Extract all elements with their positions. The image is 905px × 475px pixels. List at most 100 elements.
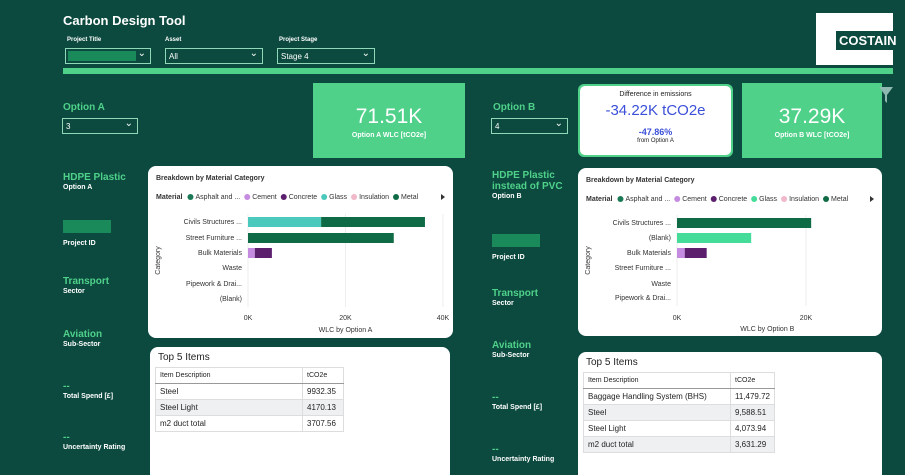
detail-label: Sector <box>492 300 514 307</box>
table-row: Steel Light 4,073.94 <box>583 420 775 437</box>
detail-value: -- <box>492 444 499 455</box>
filter-label: Asset <box>165 37 182 43</box>
kpi-inner: Difference in emissions -34.22K tCO2e -4… <box>580 86 731 155</box>
logo-text: COSTAIN <box>836 31 900 50</box>
kpi-card: Difference in emissions -34.22K tCO2e -4… <box>578 84 733 157</box>
y-tick-label: (Blank) <box>220 296 242 303</box>
table-cell: Steel Light <box>583 420 731 437</box>
legend-title: Material <box>156 194 183 201</box>
detail-label: Option A <box>63 184 93 191</box>
table-row: Baggage Handling System (BHS) 11,479.72 <box>583 388 775 405</box>
legend-label: Glass <box>759 196 777 203</box>
legend-swatch <box>674 196 681 202</box>
column-header: Item Description <box>155 367 303 384</box>
filter-icon[interactable] <box>878 86 894 104</box>
filter-dropdown[interactable] <box>65 46 151 64</box>
column-header: tCO2e <box>302 367 344 384</box>
detail-value: Transport <box>63 276 110 287</box>
table-cell: Steel <box>583 404 731 421</box>
legend-label: Cement <box>682 196 707 203</box>
table-panel: Top 5 Items Item Description tCO2e Steel 993… <box>150 347 450 475</box>
x-tick-label: 20K <box>800 315 813 322</box>
chart-title: Breakdown by Material Category <box>156 175 265 182</box>
legend-label: Asphalt and ... <box>625 196 670 203</box>
table-cell: 3,631.29 <box>730 436 775 453</box>
x-axis-label: WLC by Option A <box>319 327 373 334</box>
kpi-card: 71.51K Option A WLC [tCO2e] <box>313 83 465 158</box>
table-cell: 11,479.72 <box>730 388 775 405</box>
table-cell: Baggage Handling System (BHS) <box>583 388 731 405</box>
legend-swatch <box>244 194 251 200</box>
table: Item Description tCO2e Baggage Handling Sy… <box>583 372 775 453</box>
kpi-value: -34.22K tCO2e <box>605 102 706 119</box>
table-title: Top 5 Items <box>158 352 210 363</box>
legend-label: Insulation <box>359 194 389 201</box>
detail-label: Sub-Sector <box>63 341 101 348</box>
legend-swatch <box>187 194 194 200</box>
legend-swatch <box>280 194 287 200</box>
kpi-note: from Option A <box>637 138 674 144</box>
bar-segment <box>248 233 394 243</box>
y-tick-label: Civils Structures ... <box>613 220 671 227</box>
option-dropdown[interactable]: 4 <box>491 116 568 134</box>
legend-label: Concrete <box>719 196 748 203</box>
app-title: Carbon Design Tool <box>63 13 186 28</box>
bar-segment <box>677 233 752 243</box>
logo: COSTAIN <box>816 13 900 65</box>
legend-label: Asphalt and ... <box>195 194 240 201</box>
table-cell: m2 duct total <box>583 436 731 453</box>
table: Item Description tCO2e Steel 9932.35 Steel L… <box>155 367 344 432</box>
detail-label: Sub-Sector <box>492 352 530 359</box>
table-cell: m2 duct total <box>155 415 303 432</box>
y-tick-label: Waste <box>222 265 242 272</box>
chart-panel: Breakdown by Material Category Material As… <box>578 168 882 336</box>
filter-label: Project Stage <box>279 37 318 43</box>
option-label: Option A <box>63 102 105 113</box>
detail-value: HDPE Plastic <box>63 172 126 183</box>
detail-value: Aviation <box>63 329 103 340</box>
y-tick-label: Street Furniture ... <box>186 235 242 242</box>
detail-value: -- <box>63 432 70 443</box>
table-cell: 9932.35 <box>302 383 344 400</box>
x-axis-label: WLC by Option B <box>740 326 794 333</box>
y-tick-label: Bulk Materials <box>627 250 671 257</box>
detail-label: Project ID <box>63 240 96 247</box>
filter-dropdown[interactable]: All <box>165 46 263 64</box>
legend-label: Glass <box>329 194 347 201</box>
bar-segment <box>248 248 255 258</box>
y-tick-label: Civils Structures ... <box>184 219 242 226</box>
y-axis-label: Category <box>585 246 592 275</box>
detail-value: -- <box>492 392 499 403</box>
kpi-title: Difference in emissions <box>619 91 692 98</box>
table-cell: 4170.13 <box>302 399 344 416</box>
redacted <box>63 220 111 233</box>
legend-label: Concrete <box>289 194 318 201</box>
table-cell: Steel Light <box>155 399 303 416</box>
legend-label: Metal <box>831 196 849 203</box>
detail-value: -- <box>63 381 70 392</box>
option-dropdown[interactable]: 3 <box>62 116 138 134</box>
table-row: Steel 9,588.51 <box>583 404 775 421</box>
header-row: Item Description tCO2e <box>583 372 775 389</box>
detail-value: HDPE Plastic instead of PVC <box>492 170 563 192</box>
detail-label: Option B <box>492 193 522 200</box>
table-cell: Steel <box>155 383 303 400</box>
bar-segment <box>684 248 707 258</box>
y-tick-label: Pipework & Drai... <box>186 281 242 288</box>
redacted <box>68 51 136 61</box>
kpi-value: 71.51K <box>355 105 423 128</box>
legend-title: Material <box>586 196 613 203</box>
legend-swatch <box>710 196 717 202</box>
x-tick-label: 0K <box>244 315 253 322</box>
legend-swatch <box>823 196 830 202</box>
detail-label: Uncertainty Rating <box>63 444 126 451</box>
filter-dropdown[interactable]: Stage 4 <box>277 46 375 64</box>
filter-label: Project Title <box>67 37 102 43</box>
chart-title: Breakdown by Material Category <box>586 177 695 184</box>
y-tick-label: Bulk Materials <box>198 250 242 257</box>
detail-label: Total Spend [£] <box>63 393 114 400</box>
chart: Breakdown by Material Category Material As… <box>585 177 874 333</box>
table-row: m2 duct total 3707.56 <box>155 415 344 432</box>
kpi-label: Option A WLC [tCO2e] <box>351 132 427 139</box>
